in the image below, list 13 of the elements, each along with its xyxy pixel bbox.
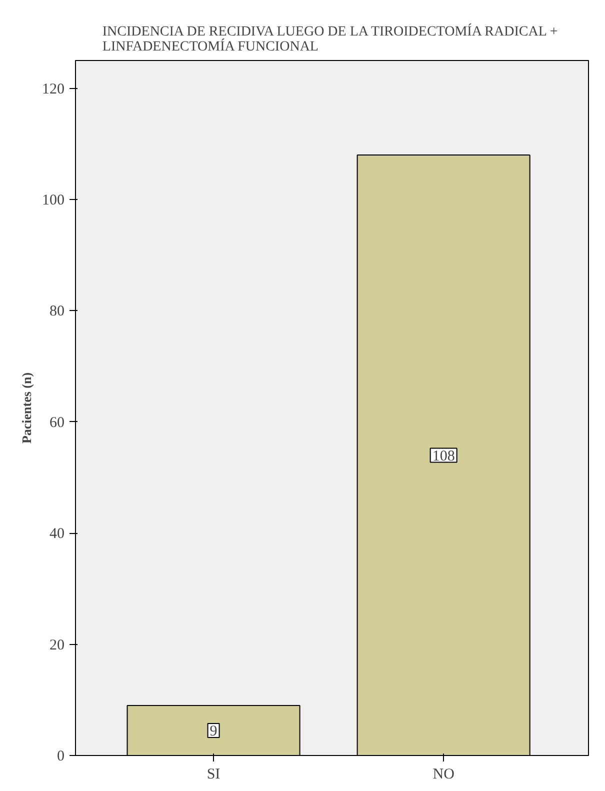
y-tick-label: 0: [57, 748, 64, 764]
y-tick-label: 100: [42, 192, 64, 208]
x-tick-label: NO: [432, 766, 455, 782]
y-axis-title: Pacientes (n): [19, 372, 34, 444]
y-tick-label: 40: [50, 526, 64, 542]
y-tick-label: 80: [50, 304, 64, 320]
x-tick-label: SI: [206, 766, 220, 782]
chart-title: INCIDENCIA DE RECIDIVA LUEGO DE LA TIROIDECTOMÍA RADICAL + LINFADENECTOMÍA FUNCIONAL: [102, 22, 558, 54]
y-tick-label: 60: [50, 414, 64, 431]
data-label: 108: [432, 448, 455, 464]
y-tick-label: 120: [42, 81, 64, 98]
data-label: 9: [210, 723, 218, 740]
y-tick-label: 20: [50, 637, 64, 654]
